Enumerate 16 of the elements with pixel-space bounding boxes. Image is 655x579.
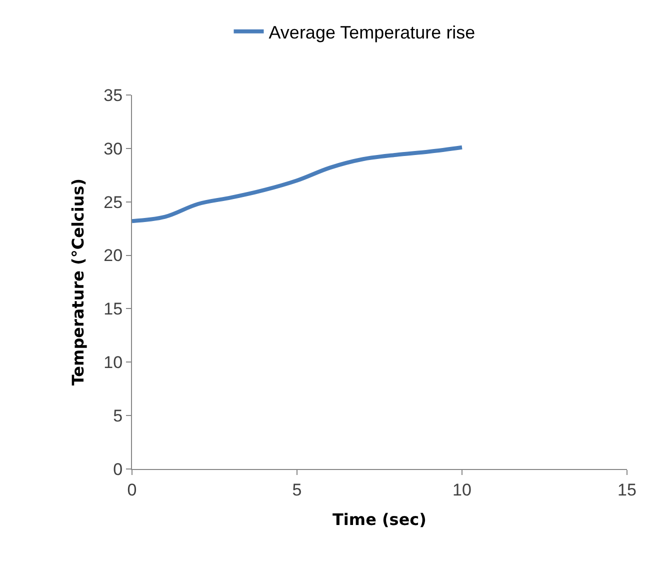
x-axis-title: Time (sec) (332, 510, 426, 530)
legend-label: Average Temperature rise (268, 22, 476, 42)
y-tick-label: 35 (104, 86, 123, 105)
y-tick-label: 20 (104, 246, 123, 266)
y-tick-label: 10 (104, 353, 123, 372)
y-axis-title: Temperature (°Celcius) (68, 178, 88, 386)
x-tick-label: 15 (618, 480, 636, 500)
x-tick-label: 0 (127, 480, 137, 500)
x-tick-label: 5 (292, 480, 302, 500)
y-tick-label: 5 (113, 406, 123, 426)
line-series (132, 145, 464, 224)
y-tick-label: 0 (113, 460, 123, 479)
x-tick-label: 10 (452, 480, 472, 500)
y-tick-label: 15 (104, 300, 123, 319)
y-tick-label: 25 (104, 192, 123, 212)
y-tick-label: 30 (104, 139, 123, 158)
